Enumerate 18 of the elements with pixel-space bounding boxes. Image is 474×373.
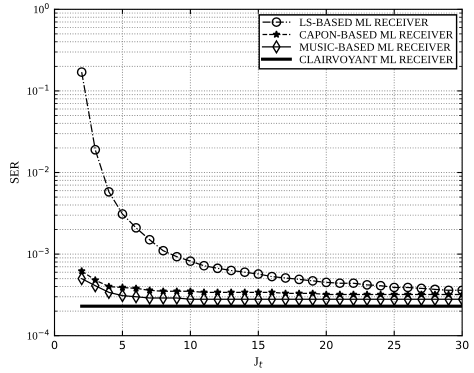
y-tick-label: 10$^{−3}$ <box>28 248 49 258</box>
y-tick-label: 10$^{−1}$ <box>28 84 49 95</box>
x-tick-label: 20 <box>320 340 333 350</box>
legend-label: LS-BASED ML RECEIVER <box>300 18 428 26</box>
x-tick-label: 25 <box>388 340 400 350</box>
x-tick-label: 15 <box>252 340 264 350</box>
x-tick-label: 10 <box>184 340 197 350</box>
y-tick-label: 10$^{0}$ <box>34 3 49 14</box>
x-tick-label: 5 <box>120 340 126 350</box>
x-tick-label: 30 <box>456 340 468 350</box>
y-axis-title: SER <box>10 161 19 184</box>
legend-label: MUSIC-BASED ML RECEIVER <box>300 43 451 51</box>
x-axis-title: J$_{t}$ <box>254 357 263 368</box>
legend-label: CAPON-BASED ML RECEIVER <box>300 31 454 39</box>
legend-label: CLAIRVOYANT ML RECEIVER <box>300 56 454 64</box>
y-tick-label: 10$^{−4}$ <box>28 330 49 340</box>
y-tick-label: 10$^{−2}$ <box>28 166 49 176</box>
x-tick-label: 0 <box>52 340 58 350</box>
